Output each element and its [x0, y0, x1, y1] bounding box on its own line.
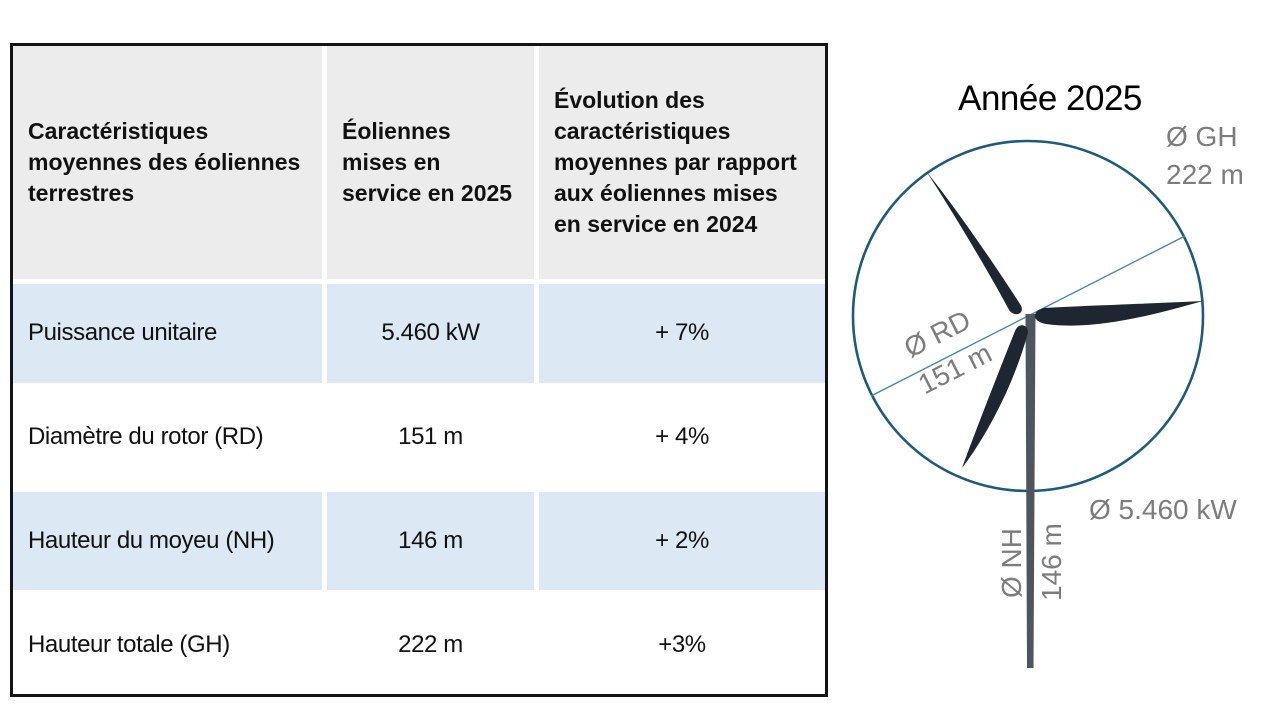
table-row-rotor-value: 151 m [327, 387, 534, 487]
header-evolution: Évolution des caractéristiques moyennes … [539, 46, 825, 279]
table-row-puissance-label: Puissance unitaire [13, 284, 322, 383]
table-row-moyeu-value: 146 m [327, 491, 534, 591]
header-characteristics-label: Caractéristiques moyennes des éoliennes … [28, 118, 301, 206]
table-row-moyeu-label: Hauteur du moyeu (NH) [13, 491, 322, 591]
turbine-blade-right [1034, 301, 1203, 326]
turbine-characteristics-table: Caractéristiques moyennes des éoliennes … [10, 43, 828, 697]
header-evolution-label: Évolution des caractéristiques moyennes … [554, 87, 797, 237]
turbine-tower [1025, 314, 1036, 668]
table-row-totale-value: 222 m [327, 595, 534, 694]
table-row-rotor-label: Diamètre du rotor (RD) [13, 387, 322, 487]
table-row-totale-label: Hauteur totale (GH) [13, 595, 322, 694]
header-2025-turbines-label: Éoliennes mises en service en 2025 [342, 118, 513, 206]
wind-turbine-diagram: Ø GH 222 m Ø RD 151 m Ø 5.460 kW Ø NH 14… [851, 121, 1244, 668]
table-row-moyeu-evolution: + 2% [539, 491, 825, 591]
label-gh-value: 222 m [1166, 159, 1244, 190]
label-nh-value: 146 m [1036, 523, 1067, 601]
header-2025-turbines: Éoliennes mises en service en 2025 [327, 46, 534, 279]
label-nh: Ø NH [996, 528, 1027, 598]
table-row-totale-evolution: +3% [539, 595, 825, 694]
turbine-blade-lower-left [962, 325, 1028, 468]
label-gh: Ø GH [1166, 121, 1238, 152]
table-row-rotor-evolution: + 4% [539, 387, 825, 487]
label-power: Ø 5.460 kW [1089, 494, 1237, 525]
header-characteristics: Caractéristiques moyennes des éoliennes … [13, 46, 322, 279]
turbine-blade-upper-left [926, 171, 1022, 315]
diagram-title: Année 2025 [958, 79, 1142, 118]
table-row-puissance-evolution: + 7% [539, 284, 825, 383]
table-row-puissance-value: 5.460 kW [327, 284, 534, 383]
